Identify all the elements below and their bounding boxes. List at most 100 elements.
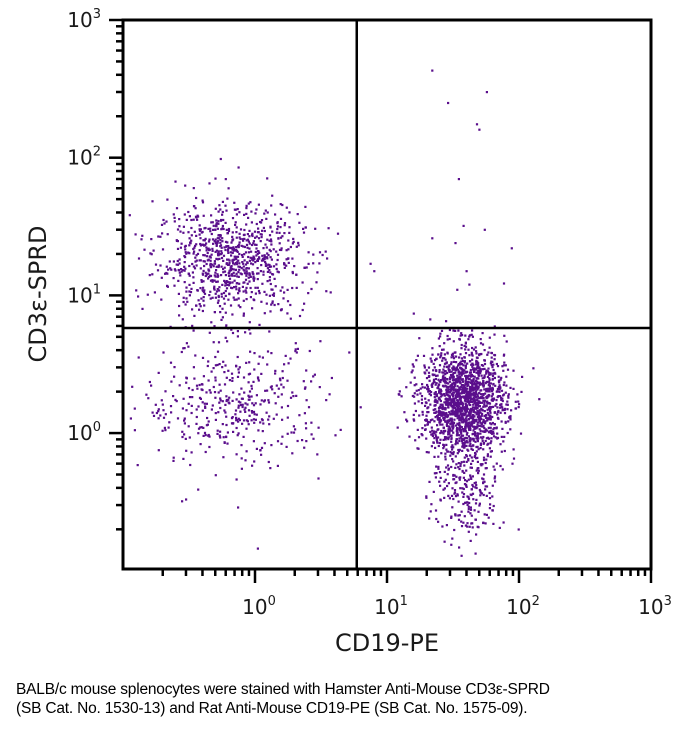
data-point xyxy=(452,497,455,501)
data-point xyxy=(496,432,499,435)
data-point xyxy=(467,378,471,381)
data-point xyxy=(291,257,294,260)
data-point xyxy=(428,480,431,483)
data-point xyxy=(417,436,421,439)
data-point xyxy=(450,405,453,408)
data-point xyxy=(429,394,432,397)
data-point xyxy=(448,380,451,383)
data-point xyxy=(215,280,218,283)
data-point xyxy=(491,388,494,391)
data-point xyxy=(470,333,473,336)
data-point xyxy=(229,251,232,254)
data-point xyxy=(469,368,472,372)
data-point xyxy=(462,372,465,375)
data-point xyxy=(446,403,450,406)
data-point xyxy=(488,378,491,381)
data-point xyxy=(219,430,222,433)
data-point xyxy=(438,412,441,415)
data-point xyxy=(448,432,451,435)
data-point xyxy=(484,522,487,525)
data-point xyxy=(253,277,256,280)
data-point xyxy=(466,387,469,390)
data-point xyxy=(488,491,491,495)
data-point xyxy=(492,382,495,386)
data-point xyxy=(213,391,217,394)
data-point xyxy=(445,466,448,469)
data-point xyxy=(238,393,241,396)
data-point xyxy=(439,399,442,403)
data-point xyxy=(295,273,298,276)
data-point xyxy=(195,422,198,425)
data-point xyxy=(464,479,467,482)
data-point xyxy=(468,414,471,417)
data-point xyxy=(507,393,510,396)
data-point xyxy=(434,377,437,381)
outlier-point xyxy=(510,247,513,250)
data-point xyxy=(506,403,509,406)
data-point xyxy=(462,460,465,463)
data-point xyxy=(467,411,470,414)
data-point xyxy=(261,430,264,433)
data-point xyxy=(291,286,294,290)
data-point xyxy=(424,419,427,422)
data-point xyxy=(226,340,229,343)
data-point xyxy=(319,340,322,343)
data-point xyxy=(432,380,435,383)
data-point xyxy=(243,245,247,249)
data-point xyxy=(200,280,203,283)
data-point xyxy=(453,474,456,477)
data-point xyxy=(198,303,201,306)
data-point xyxy=(462,430,465,433)
data-point xyxy=(218,401,221,404)
data-point xyxy=(224,204,227,207)
data-point xyxy=(501,397,504,400)
data-point xyxy=(448,364,451,367)
data-point xyxy=(412,312,415,315)
data-point xyxy=(248,280,251,283)
data-point xyxy=(450,375,453,378)
data-point xyxy=(456,388,460,391)
data-point xyxy=(450,434,453,437)
data-point xyxy=(476,440,479,443)
data-point xyxy=(180,268,183,271)
data-point xyxy=(237,420,240,423)
data-point xyxy=(244,410,247,413)
data-point xyxy=(425,414,428,417)
minor-ticks xyxy=(109,18,653,583)
data-point xyxy=(463,396,466,399)
data-point xyxy=(199,244,202,247)
data-point xyxy=(459,353,462,356)
data-point xyxy=(432,369,435,372)
data-point xyxy=(231,287,234,290)
data-point xyxy=(467,510,470,513)
data-point xyxy=(456,431,459,434)
data-point xyxy=(239,404,243,407)
data-point xyxy=(512,448,515,451)
data-point xyxy=(469,398,473,401)
data-point xyxy=(454,371,457,374)
data-point xyxy=(201,201,205,204)
data-point xyxy=(411,369,414,372)
data-point xyxy=(440,429,443,433)
data-point xyxy=(255,394,258,397)
data-point xyxy=(209,259,212,262)
data-point xyxy=(245,298,248,301)
data-point xyxy=(439,432,442,435)
data-point xyxy=(218,257,221,260)
data-point xyxy=(499,443,502,446)
data-point xyxy=(202,286,205,289)
data-point xyxy=(479,368,482,371)
data-point xyxy=(486,453,489,456)
data-point xyxy=(425,495,428,498)
data-point xyxy=(496,395,499,399)
data-point xyxy=(475,434,478,438)
data-point xyxy=(185,409,188,412)
data-point xyxy=(312,375,315,378)
data-point xyxy=(213,287,216,290)
data-point xyxy=(179,246,182,249)
data-point xyxy=(272,248,275,251)
data-point xyxy=(219,235,222,238)
data-point xyxy=(242,435,245,438)
data-point xyxy=(175,263,178,266)
data-point xyxy=(473,375,476,378)
